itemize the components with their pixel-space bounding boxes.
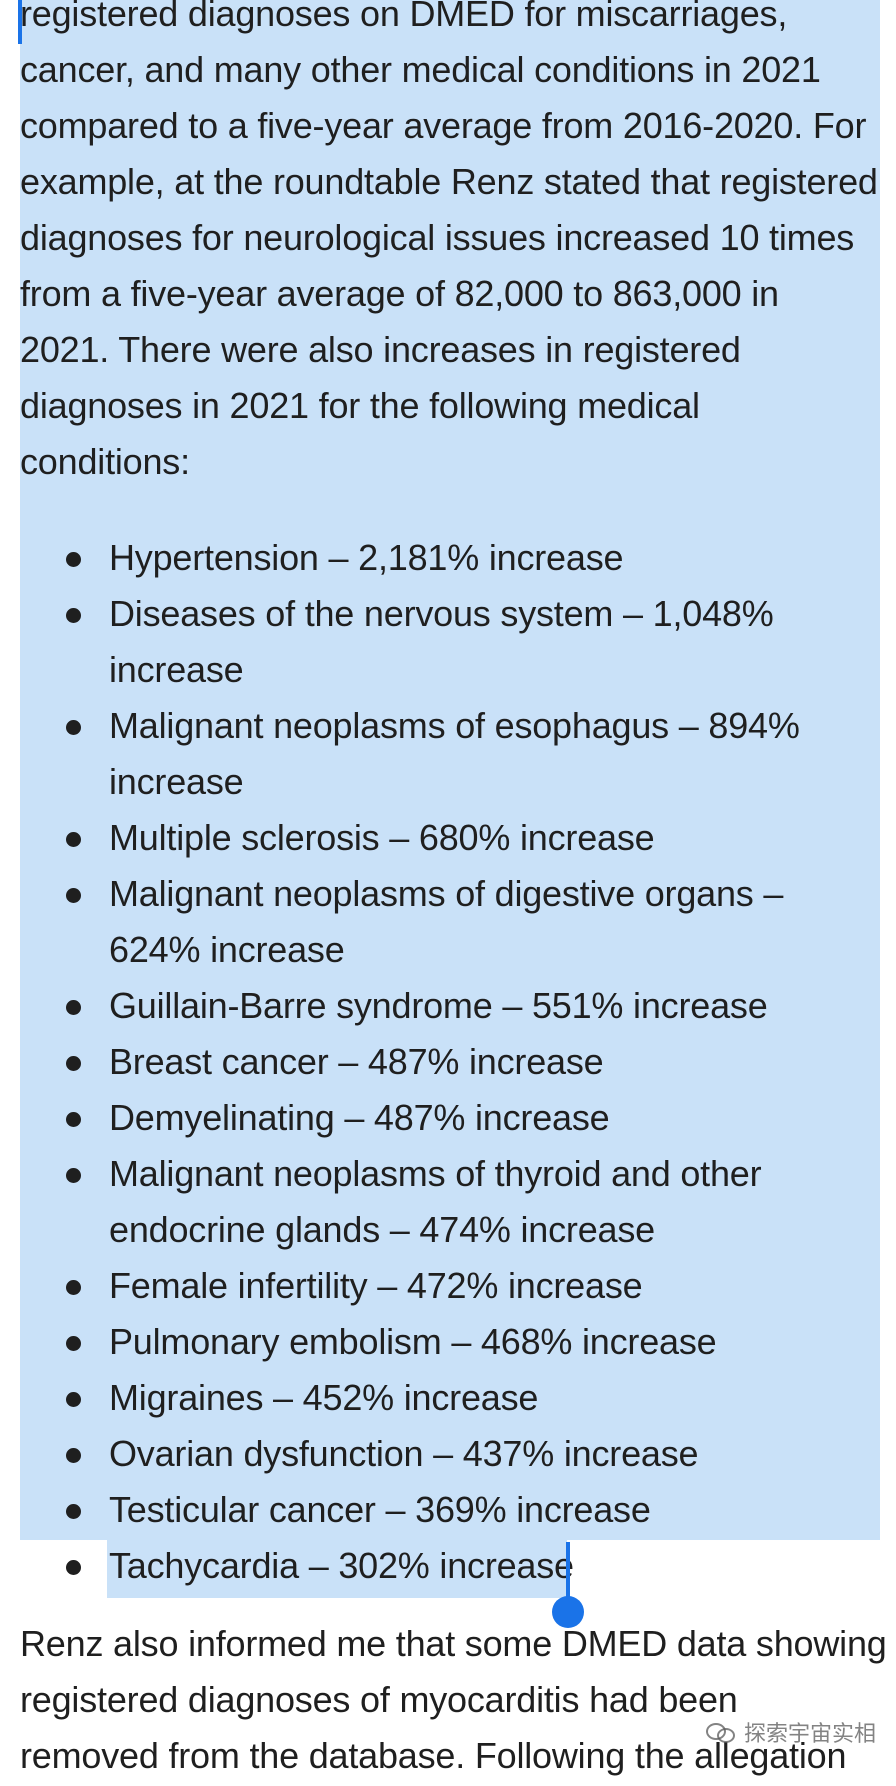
bullet-icon [66,1560,81,1575]
bullet-icon [66,1504,81,1519]
condition-line: Diseases of the nervous system – 1,048% [109,593,774,634]
condition-text: Multiple sclerosis – 680% increase [109,810,886,866]
selection-highlight [20,0,880,1540]
condition-text: Malignant neoplasms of thyroid and other… [109,1146,886,1258]
condition-text: Female infertility – 472% increase [109,1258,886,1314]
intro-line: compared to a five-year average from 201… [20,105,867,146]
following-paragraph: Renz also informed me that some DMED dat… [20,1616,887,1784]
condition-line: Malignant neoplasms of esophagus – 894% [109,705,800,746]
condition-line: increase [109,761,244,802]
bullet-icon [66,1000,81,1015]
condition-item: Diseases of the nervous system – 1,048% i… [20,586,886,698]
condition-line: increase [109,649,244,690]
bullet-icon [66,1112,81,1127]
condition-item: Guillain-Barre syndrome – 551% increase [20,978,886,1034]
condition-text: Breast cancer – 487% increase [109,1034,886,1090]
condition-item: Migraines – 452% increase [20,1370,886,1426]
condition-line: Hypertension – 2,181% increase [109,537,624,578]
intro-line: 2021. There were also increases in regis… [20,329,741,370]
intro-line: cancer, and many other medical condition… [20,49,821,90]
condition-item: Female infertility – 472% increase [20,1258,886,1314]
condition-text: Hypertension – 2,181% increase [109,530,886,586]
condition-text: Malignant neoplasms of esophagus – 894% i… [109,698,886,810]
article-text[interactable]: registered diagnoses on DMED for miscarr… [20,0,887,1784]
bullet-icon [66,608,81,623]
condition-item: Tachycardia – 302% increase [20,1538,886,1594]
condition-text: Demyelinating – 487% increase [109,1090,886,1146]
bullet-icon [66,1336,81,1351]
intro-line: example, at the roundtable Renz stated t… [20,161,878,202]
condition-line: endocrine glands – 474% increase [109,1209,655,1250]
watermark-text: 探索宇宙实相 [743,1722,876,1747]
condition-item: Testicular cancer – 369% increase [20,1482,886,1538]
condition-line: Malignant neoplasms of thyroid and other [109,1153,762,1194]
condition-line: Pulmonary embolism – 468% increase [109,1321,717,1362]
selection-end-handle[interactable] [552,1596,584,1628]
condition-item: Malignant neoplasms of esophagus – 894% i… [20,698,886,810]
intro-line: registered diagnoses on DMED for miscarr… [20,0,788,34]
condition-text: Migraines – 452% increase [109,1370,886,1426]
bullet-icon [66,552,81,567]
condition-text: Guillain-Barre syndrome – 551% increase [109,978,886,1034]
condition-line: Breast cancer – 487% increase [109,1041,604,1082]
following-line: removed from the database. Following the… [20,1735,847,1776]
condition-item: Demyelinating – 487% increase [20,1090,886,1146]
intro-line: diagnoses in 2021 for the following medi… [20,385,700,426]
condition-text: Pulmonary embolism – 468% increase [109,1314,886,1370]
following-line: registered diagnoses of myocarditis had … [20,1679,738,1720]
bullet-icon [66,1056,81,1071]
intro-line: from a five-year average of 82,000 to 86… [20,273,779,314]
bullet-icon [66,1280,81,1295]
condition-line: Malignant neoplasms of digestive organs … [109,873,784,914]
selection-highlight-last-line [107,1540,567,1598]
intro-paragraph: registered diagnoses on DMED for miscarr… [20,0,886,490]
condition-text: Testicular cancer – 369% increase [109,1482,886,1538]
bullet-icon [66,1448,81,1463]
selection-start-caret[interactable] [18,0,22,44]
condition-line: Tachycardia – 302% increase [109,1545,574,1586]
condition-item: Breast cancer – 487% increase [20,1034,886,1090]
condition-text: Ovarian dysfunction – 437% increase [109,1426,886,1482]
condition-text: Tachycardia – 302% increase [109,1538,886,1594]
condition-item: Ovarian dysfunction – 437% increase [20,1426,886,1482]
condition-line: 624% increase [109,929,345,970]
condition-item: Pulmonary embolism – 468% increase [20,1314,886,1370]
condition-line: Migraines – 452% increase [109,1377,539,1418]
condition-line: Guillain-Barre syndrome – 551% increase [109,985,768,1026]
condition-line: Female infertility – 472% increase [109,1265,643,1306]
bullet-icon [66,1392,81,1407]
condition-item: Malignant neoplasms of digestive organs … [20,866,886,978]
following-line: Renz also informed me that some DMED dat… [20,1623,887,1664]
intro-line: conditions: [20,441,190,482]
watermark: 探索宇宙实相 [705,1716,876,1748]
condition-item: Hypertension – 2,181% increase [20,530,886,586]
condition-line: Demyelinating – 487% increase [109,1097,610,1138]
condition-line: Multiple sclerosis – 680% increase [109,817,655,858]
condition-item: Multiple sclerosis – 680% increase [20,810,886,866]
bullet-icon [66,888,81,903]
wechat-icon [705,1721,736,1743]
conditions-list: Hypertension – 2,181% increase Diseases o… [20,530,886,1594]
condition-item: Malignant neoplasms of thyroid and other… [20,1146,886,1258]
condition-text: Diseases of the nervous system – 1,048% i… [109,586,886,698]
bullet-icon [66,1168,81,1183]
bullet-icon [66,720,81,735]
condition-text: Malignant neoplasms of digestive organs … [109,866,886,978]
condition-line: Ovarian dysfunction – 437% increase [109,1433,699,1474]
condition-line: Testicular cancer – 369% increase [109,1489,651,1530]
bullet-icon [66,832,81,847]
selection-end-caret[interactable] [566,1542,570,1602]
intro-line: diagnoses for neurological issues increa… [20,217,855,258]
